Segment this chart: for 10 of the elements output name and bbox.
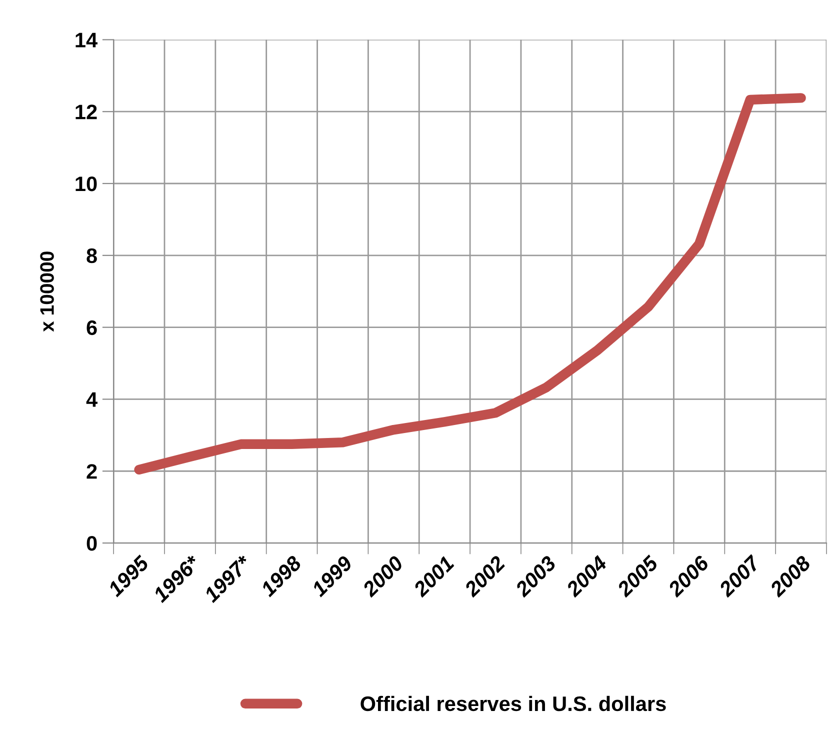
- y-tick-label: 8: [86, 248, 97, 264]
- y-tick-label: 2: [86, 464, 97, 479]
- y-tick-label: 14: [76, 32, 98, 48]
- y-tick-label: 10: [76, 176, 97, 192]
- y-tick-label: 12: [76, 104, 97, 120]
- y-axis-title: x 100000: [40, 252, 54, 332]
- y-tick-label: 4: [86, 392, 98, 407]
- y-tick-label: 6: [86, 320, 97, 336]
- text: Official reserves in U.S. dollars: [360, 696, 666, 712]
- y-tick-label: 0: [86, 536, 97, 551]
